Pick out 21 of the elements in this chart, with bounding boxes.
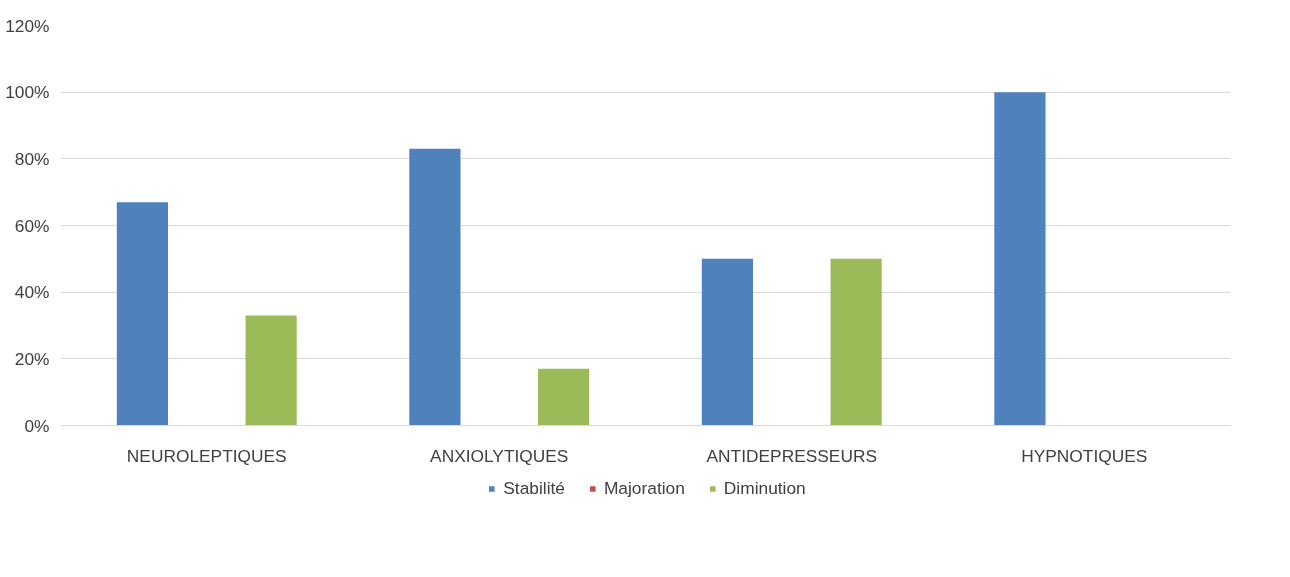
bar: [409, 148, 461, 426]
bar: [245, 315, 297, 426]
legend-label: Stabilité: [503, 477, 565, 499]
bar: [538, 368, 590, 426]
x-tick-label: ANTIDEPRESSEURS: [706, 445, 877, 466]
bar: [116, 202, 168, 426]
y-tick-label: 0%: [24, 415, 50, 436]
legend-label: Diminution: [723, 477, 806, 499]
y-tick-label: 20%: [14, 348, 50, 369]
bar: [830, 258, 882, 426]
legend-label: Majoration: [603, 477, 685, 499]
x-tick-label: ANXIOLYTIQUES: [430, 445, 569, 466]
y-tick-label: 100%: [5, 82, 50, 103]
y-tick-label: 120%: [5, 15, 50, 36]
x-tick-label: NEUROLEPTIQUES: [126, 445, 287, 466]
y-tick-label: 40%: [14, 282, 50, 303]
y-tick-label: 80%: [14, 148, 50, 169]
y-tick-label: 60%: [14, 215, 50, 236]
x-tick-label: HYPNOTIQUES: [1021, 445, 1148, 466]
bar: [994, 92, 1046, 426]
bar: [701, 258, 753, 426]
